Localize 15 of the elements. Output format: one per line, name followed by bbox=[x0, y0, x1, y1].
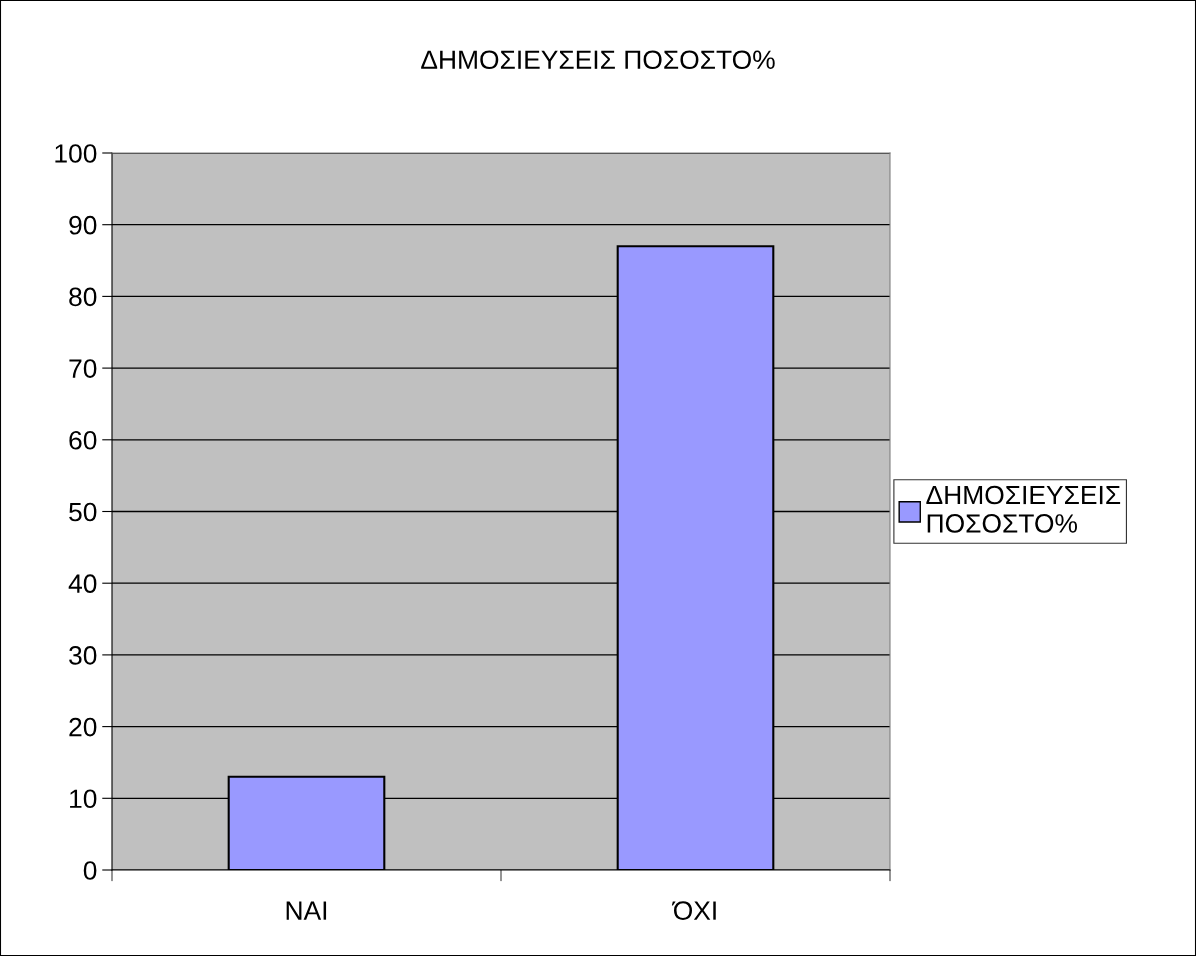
x-tick-label: ΝΑΙ bbox=[286, 901, 327, 920]
y-tick-label: 40 bbox=[68, 574, 97, 594]
legend-label: ΔΗΜΟΣΙΕΥΣΕΙΣ ΠΟΣΟΣΤΟ% bbox=[926, 485, 1121, 533]
y-tick-label: 70 bbox=[69, 359, 97, 378]
y-tick-label: 60 bbox=[69, 430, 97, 450]
y-tick-label: 30 bbox=[69, 646, 97, 665]
y-tick-label: 90 bbox=[69, 215, 97, 235]
y-tick-label: 100 bbox=[55, 144, 97, 163]
chart-title: ΔΗΜΟΣΙΕΥΣΕΙΣ ΠΟΣΟΣΤΟ% bbox=[421, 50, 775, 70]
y-tick-label: 20 bbox=[69, 717, 97, 737]
y-tick-label: 10 bbox=[70, 789, 97, 809]
x-tick-label: ΌΧΙ bbox=[671, 901, 716, 920]
y-tick-label: 80 bbox=[69, 287, 97, 307]
y-tick-label: 50 bbox=[69, 502, 97, 522]
y-tick-label: 0 bbox=[83, 861, 97, 880]
